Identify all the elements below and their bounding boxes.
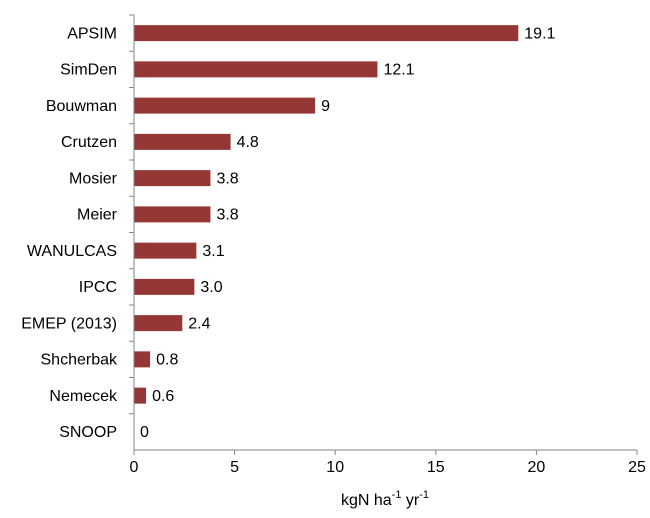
y-tick-label: EMEP (2013) (21, 315, 117, 332)
bar (134, 170, 211, 187)
bar (134, 387, 147, 404)
x-tick-label: 0 (130, 459, 139, 476)
data-label: 2.4 (188, 315, 210, 332)
x-tick-label: 5 (230, 459, 239, 476)
data-label: 0.8 (156, 352, 178, 369)
bar (134, 133, 231, 150)
x-tick-label: 20 (528, 459, 546, 476)
data-label: 0.6 (152, 388, 174, 405)
bar (134, 25, 519, 42)
data-label: 19.1 (524, 25, 555, 42)
data-label: 4.8 (237, 134, 259, 151)
bar (134, 278, 195, 295)
data-label: 3.1 (202, 243, 224, 260)
bar (134, 351, 151, 368)
x-tick-label: 25 (628, 459, 646, 476)
bar (134, 97, 316, 114)
bar (134, 315, 183, 332)
data-label: 9 (321, 98, 330, 115)
y-tick-label: WANULCAS (27, 243, 117, 260)
x-tick-label: 10 (326, 459, 344, 476)
y-tick-label: Meier (77, 207, 118, 224)
x-axis-label-sup: -1 (392, 489, 402, 501)
bar (134, 242, 197, 259)
x-axis-label-sup: -1 (419, 489, 429, 501)
data-label: 12.1 (383, 62, 414, 79)
data-label: 0 (140, 424, 149, 441)
y-tick-label: Bouwman (46, 98, 117, 115)
bar (134, 206, 211, 223)
y-tick-label: IPCC (79, 279, 117, 296)
data-label: 3.0 (200, 279, 222, 296)
y-tick-label: SNOOP (59, 424, 117, 441)
y-tick-label: Shcherbak (41, 352, 118, 369)
x-axis-label: kgN ha-1 yr-1 (341, 489, 429, 509)
x-axis-label-part: yr (401, 492, 419, 509)
y-tick-label: Mosier (69, 170, 118, 187)
x-axis-label-part: kgN ha (341, 492, 392, 509)
data-label: 3.8 (216, 207, 238, 224)
y-tick-label: SimDen (60, 62, 117, 79)
y-tick-label: Nemecek (49, 388, 118, 405)
data-label: 3.8 (216, 170, 238, 187)
x-tick-label: 15 (427, 459, 445, 476)
y-tick-label: APSIM (67, 25, 117, 42)
bar (134, 61, 378, 78)
y-tick-label: Crutzen (61, 134, 117, 151)
